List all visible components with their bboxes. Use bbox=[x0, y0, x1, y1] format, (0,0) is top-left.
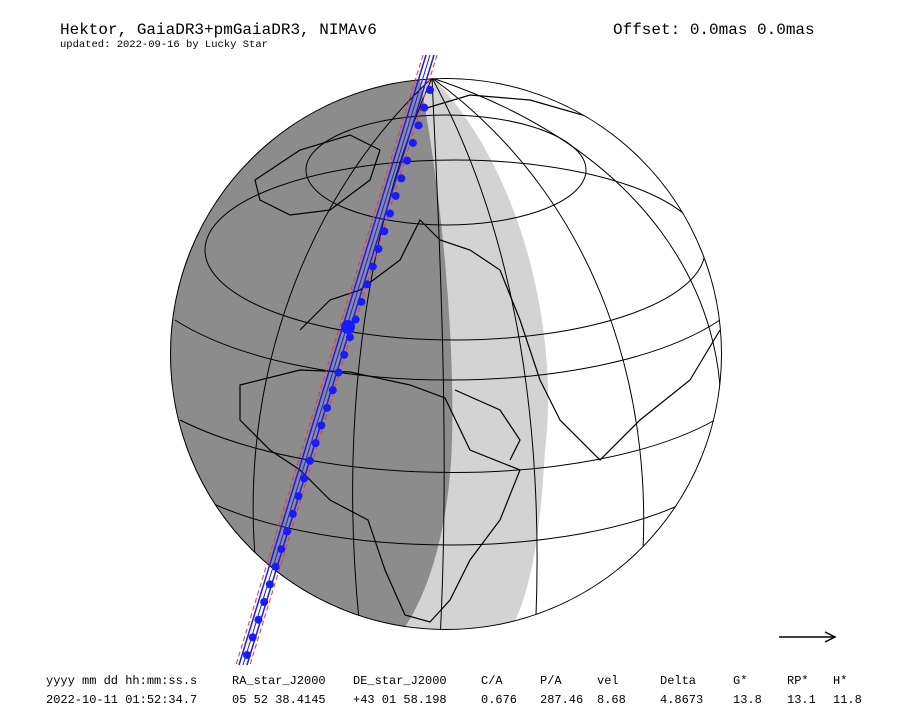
path-point bbox=[294, 492, 303, 501]
path-point bbox=[340, 350, 349, 359]
path-point bbox=[403, 156, 412, 165]
column-header: C/A bbox=[481, 674, 503, 688]
path-point bbox=[420, 103, 429, 112]
path-point bbox=[317, 421, 326, 430]
offset: Offset: 0.0mas 0.0mas bbox=[613, 21, 815, 39]
table-cell: 11.8 bbox=[833, 693, 862, 707]
column-header: RA_star_J2000 bbox=[232, 674, 326, 688]
column-header: DE_star_J2000 bbox=[353, 674, 447, 688]
path-point bbox=[277, 545, 286, 554]
path-point bbox=[260, 598, 269, 607]
path-point bbox=[328, 386, 337, 395]
path-point bbox=[374, 244, 383, 253]
column-header: P/A bbox=[540, 674, 562, 688]
column-header: G* bbox=[733, 674, 747, 688]
path-point bbox=[391, 191, 400, 200]
path-point bbox=[254, 615, 263, 624]
globe bbox=[170, 78, 722, 630]
path-point bbox=[368, 262, 377, 271]
table-cell: 2022-10-11 01:52:34.7 bbox=[46, 693, 197, 707]
column-header: yyyy mm dd hh:mm:ss.s bbox=[46, 674, 197, 688]
column-header: vel bbox=[597, 674, 619, 688]
updated: updated: 2022-09-16 by Lucky Star bbox=[60, 39, 268, 51]
column-header: RP* bbox=[787, 674, 809, 688]
direction-arrow bbox=[779, 631, 837, 643]
graticule bbox=[174, 78, 722, 630]
night bbox=[170, 78, 453, 630]
path-point bbox=[334, 368, 343, 377]
shadow-path bbox=[235, 54, 438, 666]
path-point bbox=[283, 527, 292, 536]
path-point bbox=[345, 333, 354, 342]
table-cell: 05 52 38.4145 bbox=[232, 693, 326, 707]
path-point bbox=[397, 174, 406, 183]
column-header: H* bbox=[833, 674, 847, 688]
path-point bbox=[380, 227, 389, 236]
table-cell: 13.8 bbox=[733, 693, 762, 707]
path-point bbox=[408, 138, 417, 147]
title: Hektor, GaiaDR3+pmGaiaDR3, NIMAv6 bbox=[60, 21, 377, 39]
table-cell: 13.1 bbox=[787, 693, 816, 707]
event-table: yyyy mm dd hh:mm:ss.s RA_star_J2000 DE_sta… bbox=[46, 674, 862, 707]
path-point bbox=[311, 439, 320, 448]
path-point bbox=[414, 121, 423, 130]
path-point bbox=[357, 297, 366, 306]
table-cell: +43 01 58.198 bbox=[353, 693, 447, 707]
table-cell: 4.8673 bbox=[660, 693, 703, 707]
path-point bbox=[288, 509, 297, 518]
table-cell: 0.676 bbox=[481, 693, 517, 707]
path-point bbox=[385, 209, 394, 218]
path-point bbox=[248, 633, 257, 642]
path-point bbox=[265, 580, 274, 589]
path-point bbox=[351, 315, 360, 324]
path-point bbox=[305, 456, 314, 465]
path-point bbox=[300, 474, 309, 483]
table-cell: 8.68 bbox=[597, 693, 626, 707]
path-point bbox=[243, 651, 251, 659]
path-point bbox=[271, 562, 280, 571]
column-header: Delta bbox=[660, 674, 696, 688]
path-point bbox=[323, 403, 332, 412]
path-point bbox=[363, 280, 372, 289]
table-cell: 287.46 bbox=[540, 693, 583, 707]
path-point bbox=[426, 86, 434, 94]
